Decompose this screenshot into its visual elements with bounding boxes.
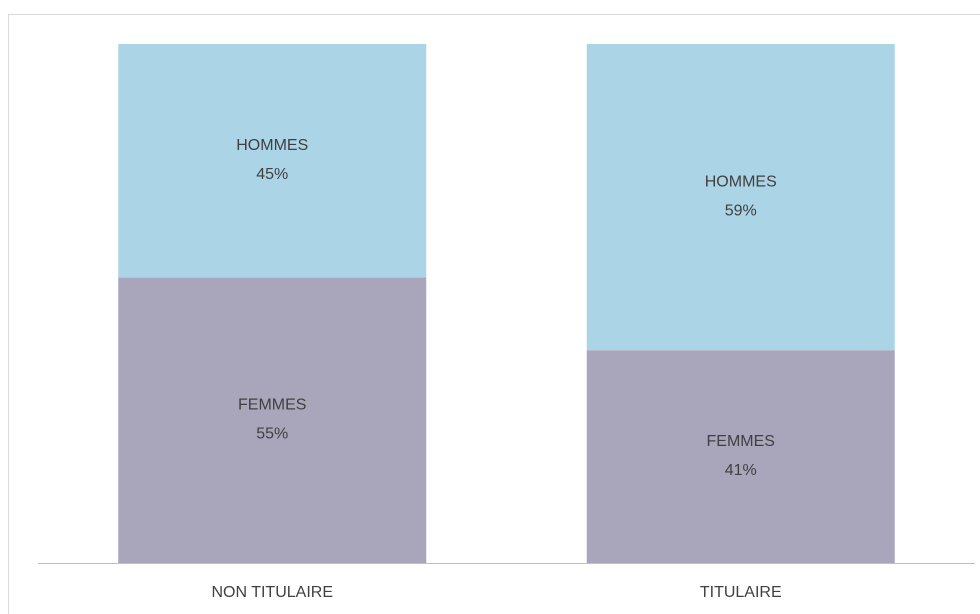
data-label: 41% bbox=[725, 462, 757, 479]
segment-label: HOMMES bbox=[236, 137, 308, 154]
bar-segment bbox=[586, 44, 895, 351]
data-label: 59% bbox=[725, 202, 757, 219]
bar-segment bbox=[586, 350, 895, 563]
segment-label: HOMMES bbox=[705, 173, 777, 190]
data-label: 45% bbox=[256, 166, 288, 183]
data-label: 55% bbox=[256, 425, 288, 442]
x-tick-label: NON TITULAIRE bbox=[212, 584, 334, 601]
x-tick-label: TITULAIRE bbox=[700, 584, 782, 601]
bar-segment bbox=[118, 44, 427, 278]
segment-label: FEMMES bbox=[707, 433, 775, 450]
segment-label: FEMMES bbox=[238, 396, 306, 413]
chart-border bbox=[8, 14, 980, 614]
bar-segment bbox=[118, 277, 427, 563]
